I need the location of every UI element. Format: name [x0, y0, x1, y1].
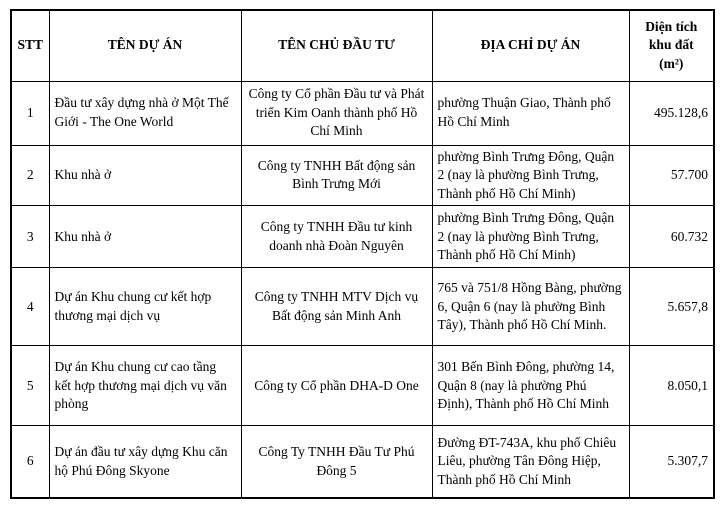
cell-project-name: Đầu tư xây dựng nhà ở Một Thế Giới - The…: [48, 80, 242, 146]
column-header-area: Diện tích khu đất (m²): [628, 9, 715, 82]
cell-stt: 5: [10, 345, 50, 427]
cell-stt: 6: [10, 425, 50, 499]
cell-project-name: Khu nhà ở: [48, 205, 242, 269]
projects-table: STT TÊN DỰ ÁN TÊN CHỦ ĐẦU TƯ ĐỊA CHỈ DỰ …: [10, 9, 715, 499]
column-header-area-label: Diện tích khu đất: [645, 18, 698, 53]
cell-project-address: Đường ĐT-743A, khu phố Chiêu Liêu, phườn…: [431, 425, 630, 499]
table-row: 5 Dự án Khu chung cư cao tầng kết hợp th…: [10, 345, 715, 427]
cell-project-name: Khu nhà ở: [48, 144, 242, 207]
cell-investor-name: Công ty Cổ phần Đầu tư và Phát triển Kim…: [240, 80, 433, 146]
table-row: 4 Dự án Khu chung cư kết hợp thương mại …: [10, 267, 715, 347]
cell-project-address: 301 Bến Bình Đông, phường 14, Quận 8 (na…: [431, 345, 630, 427]
column-header-stt: STT: [10, 9, 50, 82]
cell-land-area: 5.307,7: [628, 425, 715, 499]
column-header-project: TÊN DỰ ÁN: [48, 9, 242, 82]
cell-stt: 3: [10, 205, 50, 269]
cell-project-address: phường Bình Trưng Đông, Quận 2 (nay là p…: [431, 205, 630, 269]
table-row: 3 Khu nhà ở Công ty TNHH Đầu tư kinh doa…: [10, 205, 715, 269]
cell-land-area: 5.657,8: [628, 267, 715, 347]
cell-project-address: phường Thuận Giao, Thành phố Hồ Chí Minh: [431, 80, 630, 146]
column-header-investor: TÊN CHỦ ĐẦU TƯ: [240, 9, 433, 82]
cell-investor-name: Công ty Cổ phần DHA-D One: [240, 345, 433, 427]
cell-land-area: 8.050,1: [628, 345, 715, 427]
cell-project-address: 765 và 751/8 Hồng Bàng, phường 6, Quận 6…: [431, 267, 630, 347]
table-row: 2 Khu nhà ở Công ty TNHH Bất động sản Bì…: [10, 144, 715, 207]
cell-stt: 1: [10, 80, 50, 146]
column-header-address: ĐỊA CHỈ DỰ ÁN: [431, 9, 630, 82]
cell-land-area: 57.700: [628, 144, 715, 207]
column-header-area-unit: (m²): [659, 56, 684, 72]
cell-stt: 4: [10, 267, 50, 347]
cell-stt: 2: [10, 144, 50, 207]
cell-project-address: phường Bình Trưng Đông, Quận 2 (nay là p…: [431, 144, 630, 207]
table-row: 6 Dự án đầu tư xây dựng Khu căn hộ Phú Đ…: [10, 425, 715, 499]
cell-project-name: Dự án đầu tư xây dựng Khu căn hộ Phú Đôn…: [48, 425, 242, 499]
cell-investor-name: Công Ty TNHH Đầu Tư Phú Đông 5: [240, 425, 433, 499]
cell-investor-name: Công ty TNHH Bất động sản Bình Trưng Mới: [240, 144, 433, 207]
cell-land-area: 60.732: [628, 205, 715, 269]
table-row: 1 Đầu tư xây dựng nhà ở Một Thế Giới - T…: [10, 80, 715, 146]
cell-investor-name: Công ty TNHH Đầu tư kinh doanh nhà Đoàn …: [240, 205, 433, 269]
table-header-row: STT TÊN DỰ ÁN TÊN CHỦ ĐẦU TƯ ĐỊA CHỈ DỰ …: [10, 9, 715, 82]
cell-project-name: Dự án Khu chung cư kết hợp thương mại dị…: [48, 267, 242, 347]
cell-project-name: Dự án Khu chung cư cao tầng kết hợp thươ…: [48, 345, 242, 427]
cell-investor-name: Công ty TNHH MTV Dịch vụ Bất động sản Mi…: [240, 267, 433, 347]
cell-land-area: 495.128,6: [628, 80, 715, 146]
